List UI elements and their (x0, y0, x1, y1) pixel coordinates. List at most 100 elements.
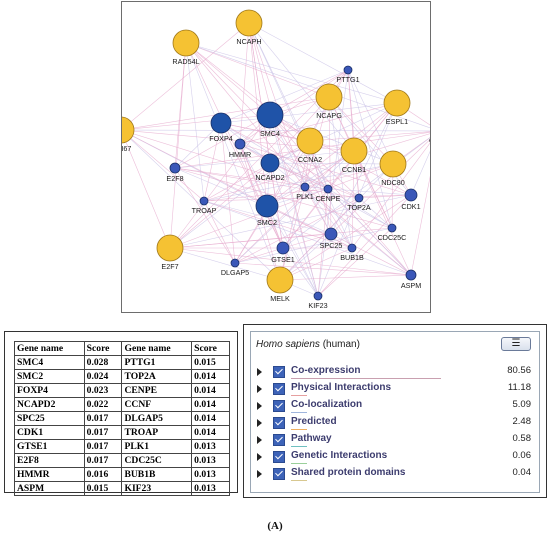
expand-arrow-icon[interactable] (257, 470, 262, 478)
legend-checkbox[interactable] (273, 400, 285, 412)
node-circle[interactable] (230, 258, 240, 268)
gene-node-smc4[interactable]: SMC4 (256, 101, 284, 138)
gene-node-mki67[interactable]: MKI67 (122, 116, 135, 153)
gene-node-spc25[interactable]: SPC25 (320, 227, 343, 250)
node-circle[interactable] (340, 137, 368, 165)
node-circle[interactable] (172, 29, 200, 57)
node-circle[interactable] (296, 127, 324, 155)
gene-node-ncaph[interactable]: NCAPH (235, 9, 263, 46)
node-circle[interactable] (235, 9, 263, 37)
node-label: PTTG1 (336, 75, 359, 84)
node-circle[interactable] (315, 83, 343, 111)
score-cell: 0.015 (83, 481, 123, 496)
legend-checkbox[interactable] (273, 434, 285, 446)
legend-checkbox[interactable] (273, 366, 285, 378)
gene-node-kif23[interactable]: KIF23 (308, 291, 328, 310)
expand-arrow-icon[interactable] (257, 385, 262, 393)
network-edge (239, 69, 349, 145)
gene-node-melk[interactable]: MELK (266, 266, 294, 303)
gene-node-troap[interactable]: TROAP (192, 196, 217, 215)
gene-node-e2f8[interactable]: E2F8 (166, 162, 184, 183)
gene-node-gtse1[interactable]: GTSE1 (271, 241, 295, 264)
expand-arrow-icon[interactable] (257, 419, 262, 427)
node-label: GTSE1 (271, 255, 295, 264)
node-circle[interactable] (405, 269, 417, 281)
network-edge (169, 163, 394, 249)
gene-node-foxp4[interactable]: FOXP4 (209, 112, 233, 143)
node-circle[interactable] (169, 162, 181, 174)
node-circle[interactable] (324, 227, 338, 241)
gene-node-smc2[interactable]: SMC2 (255, 194, 279, 227)
gene-node-bub1b[interactable]: BUB1B (340, 243, 364, 262)
node-circle[interactable] (276, 241, 290, 255)
gene-node-ccnb1[interactable]: CCNB1 (340, 137, 368, 174)
node-circle[interactable] (343, 65, 353, 75)
node-circle[interactable] (313, 291, 323, 301)
node-circle[interactable] (234, 138, 246, 150)
network-edge (410, 150, 430, 196)
expand-arrow-icon[interactable] (257, 368, 262, 376)
node-label: NCAPG (316, 111, 342, 120)
legend-value: 0.58 (512, 433, 532, 444)
gene-name-cell: HMMR (14, 467, 85, 482)
gene-node-ccna2[interactable]: CCNA2 (296, 127, 324, 164)
co-expression-bar (291, 378, 441, 379)
gene-node-top2a[interactable]: TOP2A (347, 193, 371, 212)
network-edge (234, 150, 355, 264)
node-circle[interactable] (300, 182, 310, 192)
node-circle[interactable] (383, 89, 411, 117)
legend-checkbox[interactable] (273, 383, 285, 395)
legend-checkbox[interactable] (273, 468, 285, 480)
gene-node-hmmr[interactable]: HMMR (229, 138, 251, 159)
node-circle[interactable] (354, 193, 364, 203)
gene-node-plk1[interactable]: PLK1 (296, 182, 314, 201)
network-edge (234, 227, 393, 264)
node-circle[interactable] (260, 153, 280, 173)
node-circle[interactable] (323, 184, 333, 194)
expand-arrow-icon[interactable] (257, 402, 262, 410)
gene-node-ccnf[interactable]: CCNF (429, 127, 430, 145)
gene-node-e2f7[interactable]: E2F7 (156, 234, 184, 271)
legend-checkbox[interactable] (273, 417, 285, 429)
gene-node-ncapg[interactable]: NCAPG (315, 83, 343, 120)
expand-arrow-icon[interactable] (257, 436, 262, 444)
gene-name-cell: CDK1 (14, 425, 85, 440)
node-circle[interactable] (255, 194, 279, 218)
gene-name-cell: TROAP (121, 425, 193, 440)
gene-node-espl1[interactable]: ESPL1 (383, 89, 411, 126)
gene-node-cdc25c[interactable]: CDC25C (378, 223, 407, 242)
menu-button[interactable]: ☰ (501, 337, 531, 351)
node-circle[interactable] (122, 116, 135, 144)
gene-node-aspm[interactable]: ASPM (401, 269, 421, 290)
gene-node-cdk1[interactable]: CDK1 (401, 188, 421, 211)
legend-label: Shared protein domains (291, 467, 406, 478)
node-circle[interactable] (404, 188, 418, 202)
score-cell: 0.017 (83, 411, 123, 426)
gene-node-rad54l[interactable]: RAD54L (172, 29, 200, 66)
gene-node-ndc80[interactable]: NDC80 (379, 150, 407, 187)
species-name: Homo sapiens (256, 339, 320, 350)
node-circle[interactable] (256, 101, 284, 129)
score-cell: 0.022 (83, 397, 123, 412)
network-edge (220, 122, 412, 276)
gene-node-ncapd2[interactable]: NCAPD2 (255, 153, 285, 182)
legend-label: Physical Interactions (291, 382, 392, 393)
network-edge (266, 102, 398, 207)
gene-node-pttg1[interactable]: PTTG1 (336, 65, 360, 84)
score-cell: 0.017 (83, 425, 123, 440)
legend-checkbox[interactable] (273, 451, 285, 463)
expand-arrow-icon[interactable] (257, 453, 262, 461)
node-circle[interactable] (156, 234, 184, 262)
node-circle[interactable] (379, 150, 407, 178)
gene-node-cenpe[interactable]: CENPE (316, 184, 341, 203)
network-edge (269, 162, 329, 190)
network-edge (317, 227, 393, 297)
node-circle[interactable] (387, 223, 397, 233)
node-circle[interactable] (210, 112, 232, 134)
node-circle[interactable] (347, 243, 357, 253)
gene-name-cell: CDC25C (121, 453, 193, 468)
node-circle[interactable] (266, 266, 294, 294)
node-circle[interactable] (199, 196, 209, 206)
network-edge (122, 131, 171, 249)
gene-node-dlgap5[interactable]: DLGAP5 (221, 258, 249, 277)
